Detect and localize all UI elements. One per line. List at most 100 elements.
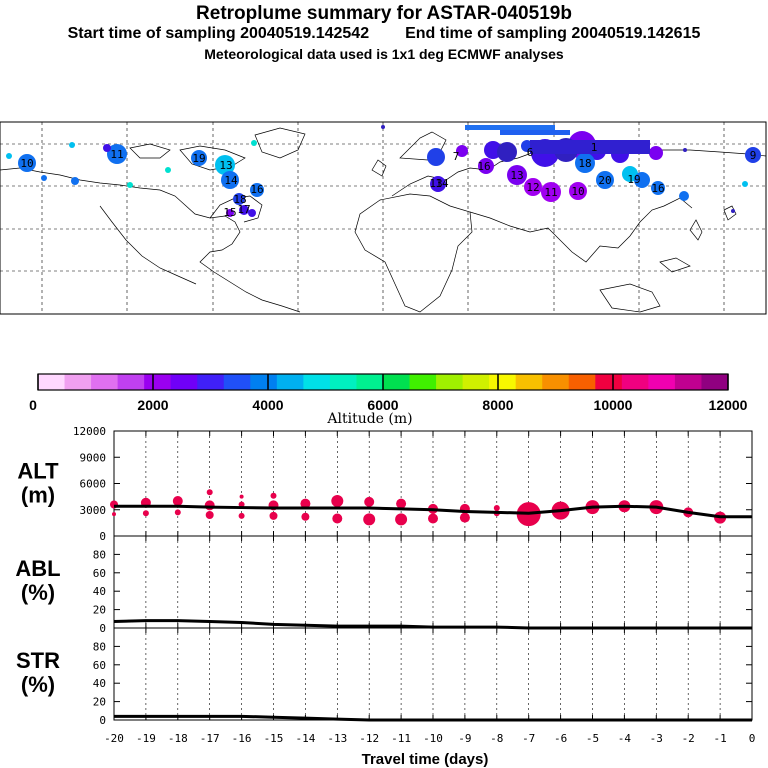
panel-alt: 0 3000 6000 9000 12000 ALT(m) bbox=[17, 425, 753, 543]
altitude-point bbox=[238, 512, 245, 519]
plume-cluster-dot bbox=[742, 181, 748, 187]
sampling-time-line: Start time of sampling 20040519.142542 En… bbox=[0, 25, 768, 43]
colorbar-tick-label: 10000 bbox=[594, 397, 633, 413]
plume-cluster-dot bbox=[731, 209, 735, 213]
x-tick-label: -18 bbox=[168, 732, 188, 745]
colorbar-tick-label: 4000 bbox=[252, 397, 283, 413]
plume-cluster-label: 16 bbox=[477, 160, 490, 173]
plume-cluster-label: 11 bbox=[110, 148, 123, 161]
plume-cluster-label: 9 bbox=[750, 149, 757, 162]
plume-cluster-dot bbox=[569, 182, 587, 200]
plume-cluster-dot bbox=[6, 153, 12, 159]
x-tick-label: -19 bbox=[136, 732, 156, 745]
x-tick-label: -2 bbox=[682, 732, 695, 745]
panel-ytick-label: 9000 bbox=[80, 451, 107, 464]
colorbar-swatch bbox=[515, 374, 543, 390]
altitude-point bbox=[206, 489, 213, 496]
plume-cluster-label: 7 bbox=[453, 150, 460, 163]
panel-ylabel: STR bbox=[16, 648, 60, 673]
altitude-point bbox=[172, 496, 183, 506]
plume-cluster-label: 19 bbox=[192, 152, 205, 165]
colorbar-swatch bbox=[462, 374, 490, 390]
plume-cluster-dot bbox=[215, 155, 235, 175]
plume-cluster-dot bbox=[41, 175, 47, 181]
x-tick-label: -16 bbox=[232, 732, 252, 745]
colorbar-swatch bbox=[383, 374, 411, 390]
colorbar-tick-label: 8000 bbox=[482, 397, 513, 413]
plume-cluster-dot bbox=[233, 193, 245, 205]
colorbar-swatch bbox=[436, 374, 464, 390]
altitude-point bbox=[142, 510, 149, 517]
panel-ytick-label: 40 bbox=[93, 677, 106, 690]
panel-ytick-label: 12000 bbox=[73, 425, 106, 438]
plume-cluster-dot bbox=[250, 183, 264, 197]
colorbar-tick-label: 6000 bbox=[367, 397, 398, 413]
plume-cluster-dot bbox=[634, 172, 650, 188]
plume-cluster-dot bbox=[745, 147, 761, 163]
plume-cluster-label: 17 bbox=[237, 203, 250, 216]
altitude-point bbox=[331, 495, 344, 507]
colorbar-swatch bbox=[197, 374, 225, 390]
chart-title: Retroplume summary for ASTAR-040519b bbox=[196, 3, 572, 24]
plume-cluster-label: 18 bbox=[578, 157, 591, 170]
altitude-point bbox=[363, 513, 376, 526]
colorbar-swatch bbox=[303, 374, 331, 390]
panel-abl: 0 20 40 60 80 ABL(%) bbox=[15, 535, 753, 635]
x-tick-label: -9 bbox=[458, 732, 471, 745]
panel-ytick-label: 0 bbox=[99, 530, 106, 543]
altitude-point bbox=[300, 498, 311, 509]
colorbar-tick-label: 12000 bbox=[709, 397, 748, 413]
plume-cluster-dot bbox=[221, 171, 239, 189]
plume-streak bbox=[500, 130, 570, 135]
plume-cluster-dot bbox=[71, 177, 79, 185]
met-data-label: Meteorological data used is 1x1 deg ECMW… bbox=[204, 46, 564, 62]
plume-cluster-dot bbox=[575, 153, 595, 173]
altitude-point bbox=[270, 492, 277, 499]
plume-cluster-dot bbox=[165, 167, 171, 173]
altitude-point bbox=[459, 512, 470, 523]
plume-cluster-label: 6 bbox=[527, 146, 534, 159]
plume-cluster-dot bbox=[18, 154, 36, 172]
panel-ytick-label: 3000 bbox=[80, 504, 107, 517]
plume-cluster-dot bbox=[649, 146, 663, 160]
panel-ylabel: ALT bbox=[17, 459, 59, 484]
colorbar-tick-label: 0 bbox=[29, 397, 37, 413]
plume-cluster-dot bbox=[683, 148, 687, 152]
plume-cluster-dot bbox=[69, 142, 75, 148]
panel-ytick-label: 60 bbox=[93, 567, 106, 580]
colorbar-swatch bbox=[489, 374, 517, 390]
colorbar-tick-label: 2000 bbox=[137, 397, 168, 413]
x-tick-label: -15 bbox=[264, 732, 284, 745]
panel-ytick-label: 20 bbox=[93, 604, 106, 617]
plume-cluster-label: 20 bbox=[598, 174, 611, 187]
plume-cluster-label: 14 bbox=[435, 177, 449, 190]
panel-ytick-label: 40 bbox=[93, 585, 106, 598]
plume-cluster-dot bbox=[251, 140, 257, 146]
panel-ytick-label: 6000 bbox=[80, 478, 107, 491]
colorbar-swatch bbox=[595, 374, 623, 390]
plume-cluster-label: 14 bbox=[224, 174, 238, 187]
x-tick-label: -1 bbox=[713, 732, 726, 745]
altitude-point bbox=[364, 496, 375, 507]
plume-band bbox=[530, 140, 650, 154]
colorbar-swatch bbox=[409, 374, 437, 390]
plume-cluster-label: 15 bbox=[223, 206, 236, 219]
mean-altitude-line bbox=[114, 504, 752, 519]
plume-cluster-label: 11 bbox=[544, 186, 557, 199]
colorbar-swatch bbox=[542, 374, 570, 390]
plume-cluster-dot bbox=[497, 142, 517, 162]
panel-ytick-label: 60 bbox=[93, 659, 106, 672]
plume-cluster-dot bbox=[679, 191, 689, 201]
panel-ytick-label: 80 bbox=[93, 548, 106, 561]
colorbar-swatch bbox=[144, 374, 172, 390]
plume-cluster-label: 13 bbox=[219, 159, 232, 172]
panel-ytick-label: 80 bbox=[93, 640, 106, 653]
colorbar-swatch bbox=[91, 374, 119, 390]
x-tick-label: -10 bbox=[423, 732, 443, 745]
plume-cluster-label: 18 bbox=[233, 193, 246, 206]
x-tick-label: -14 bbox=[295, 732, 315, 745]
altitude-point bbox=[204, 500, 215, 511]
panel-ylabel: ABL bbox=[15, 556, 60, 581]
altitude-point bbox=[396, 498, 407, 509]
